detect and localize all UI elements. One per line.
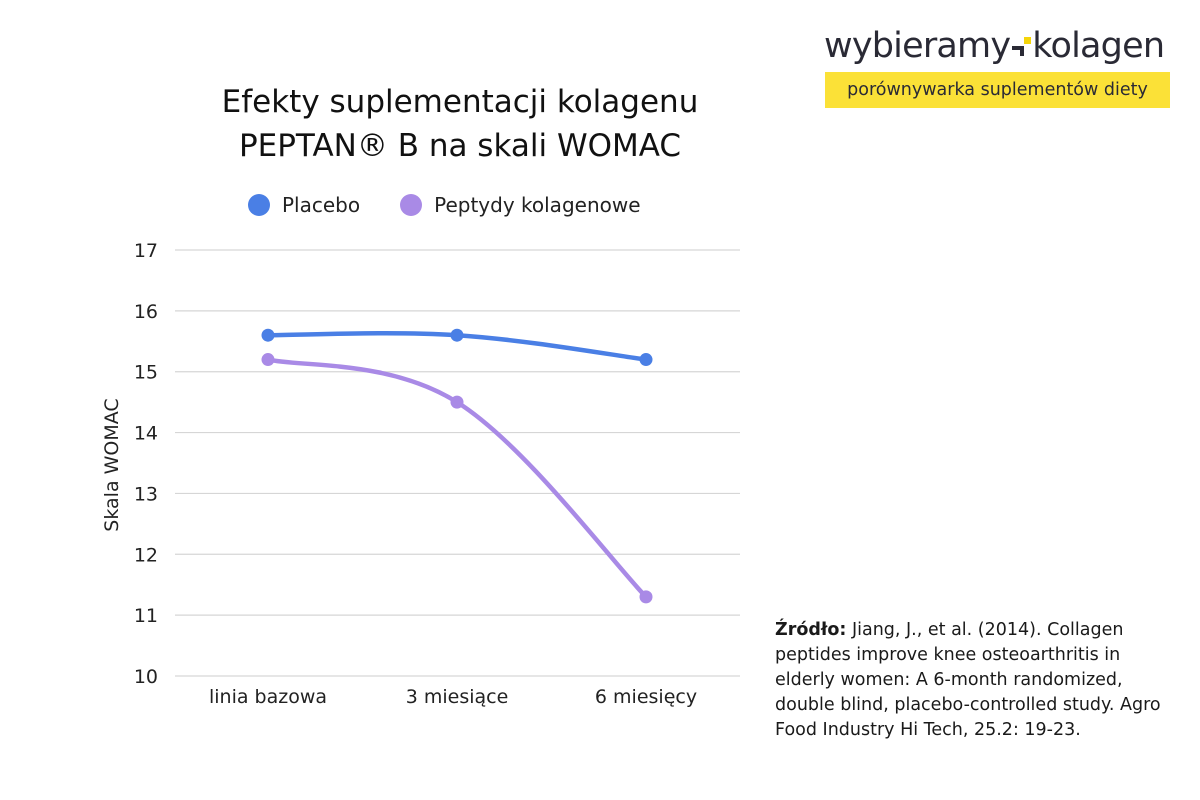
y-tick-label: 17 xyxy=(134,240,158,262)
legend-item-peptydy: Peptydy kolagenowe xyxy=(400,193,641,217)
y-tick-label: 10 xyxy=(134,666,158,688)
data-point xyxy=(450,395,464,409)
x-tick-label: 6 miesięcy xyxy=(595,686,697,708)
y-tick-label: 11 xyxy=(134,605,158,627)
x-tick-label: 3 miesiące xyxy=(406,686,509,708)
legend-label: Placebo xyxy=(282,193,361,217)
chart-legend: Placebo Peptydy kolagenowe xyxy=(248,193,681,217)
chart-title: Efekty suplementacji kolagenu PEPTAN® B … xyxy=(140,80,780,168)
source-text: Jiang, J., et al. (2014). Collagen pepti… xyxy=(775,620,1161,740)
data-point xyxy=(639,590,653,604)
logo-name-right: kolagen xyxy=(1032,26,1165,66)
legend-item-placebo: Placebo xyxy=(248,193,360,217)
y-tick-label: 15 xyxy=(134,362,158,384)
series-line xyxy=(265,331,649,362)
legend-label: Peptydy kolagenowe xyxy=(434,193,641,217)
y-axis-label: Skala WOMAC xyxy=(101,398,123,532)
logo-tagline: porównywarka suplementów diety xyxy=(825,72,1170,108)
chart-title-line2: PEPTAN® B na skali WOMAC xyxy=(238,128,682,164)
legend-dot-icon xyxy=(248,194,270,216)
data-point xyxy=(450,328,464,342)
chart-title-line1: Efekty suplementacji kolagenu xyxy=(221,84,699,120)
logo-name-left: wybieramy xyxy=(824,26,1011,66)
source-citation: Źródło: Jiang, J., et al. (2014). Collag… xyxy=(775,618,1175,743)
logo-wordmark: wybieramy kolagen xyxy=(824,24,1174,68)
data-point xyxy=(639,353,653,367)
brand-logo: wybieramy kolagen porównywarka suplementó… xyxy=(824,24,1174,108)
series-line xyxy=(265,357,649,600)
y-tick-label: 14 xyxy=(134,423,158,445)
x-tick-label: linia bazowa xyxy=(209,686,327,708)
y-tick-label: 13 xyxy=(134,483,158,505)
y-tick-label: 16 xyxy=(134,301,158,323)
legend-dot-icon xyxy=(400,194,423,216)
data-point xyxy=(261,353,275,367)
y-tick-label: 12 xyxy=(134,544,158,566)
source-label: Źródło: xyxy=(775,620,847,640)
logo-mark-icon xyxy=(1012,36,1032,58)
data-point xyxy=(261,328,275,342)
